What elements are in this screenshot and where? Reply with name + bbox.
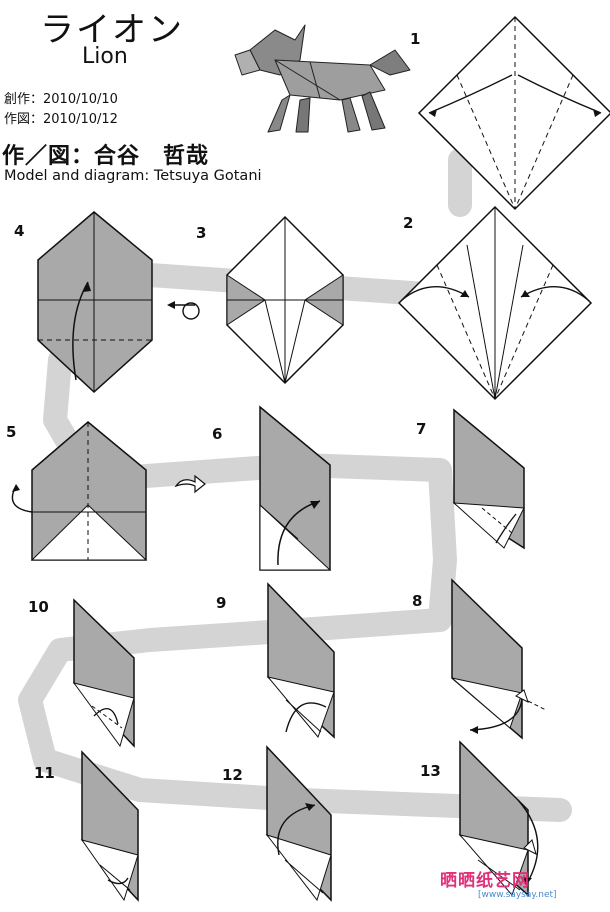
watermark-logo: 晒晒纸艺网 bbox=[440, 871, 530, 891]
step-5-diagram bbox=[30, 421, 148, 561]
step-number-13: 13 bbox=[420, 762, 441, 780]
step-10-diagram bbox=[72, 598, 135, 748]
step-8-diagram bbox=[451, 578, 547, 740]
turn-over-icon bbox=[167, 301, 200, 320]
step-1-diagram bbox=[417, 15, 610, 211]
step-6-diagram bbox=[259, 405, 332, 571]
step-7-diagram bbox=[452, 408, 525, 550]
step-number-5: 5 bbox=[6, 423, 17, 441]
step-11-diagram bbox=[80, 750, 139, 902]
step-number-1: 1 bbox=[410, 30, 421, 48]
author-japanese: 作／図：合谷 哲哉 bbox=[2, 144, 210, 169]
step-number-7: 7 bbox=[416, 420, 427, 438]
step-number-8: 8 bbox=[412, 592, 423, 610]
step-number-2: 2 bbox=[403, 214, 414, 232]
step-number-12: 12 bbox=[222, 766, 243, 784]
rotate-arrow-icon bbox=[174, 474, 206, 494]
step-number-3: 3 bbox=[196, 224, 207, 242]
watermark-url: [www.saysay.net] bbox=[478, 890, 557, 900]
step-number-6: 6 bbox=[212, 425, 223, 443]
step-number-10: 10 bbox=[28, 598, 49, 616]
created-date: 創作：2010/10/10 bbox=[4, 92, 118, 107]
step-number-11: 11 bbox=[34, 764, 55, 782]
diagram-date: 作図：2010/10/12 bbox=[4, 112, 118, 127]
title-english: Lion bbox=[82, 44, 128, 69]
step-12-diagram bbox=[265, 745, 332, 902]
step-9-diagram bbox=[266, 582, 335, 739]
step-number-9: 9 bbox=[216, 594, 227, 612]
fold-behind-arrow-icon bbox=[11, 484, 33, 513]
step-3-diagram bbox=[226, 215, 344, 385]
step-13-diagram bbox=[458, 740, 539, 897]
lion-model-illustration bbox=[234, 24, 411, 133]
step-2-diagram bbox=[397, 205, 593, 401]
author-english: Model and diagram: Tetsuya Gotani bbox=[4, 168, 262, 184]
step-4-diagram bbox=[37, 211, 153, 394]
title-japanese: ライオン bbox=[40, 10, 184, 50]
step-number-4: 4 bbox=[14, 222, 25, 240]
